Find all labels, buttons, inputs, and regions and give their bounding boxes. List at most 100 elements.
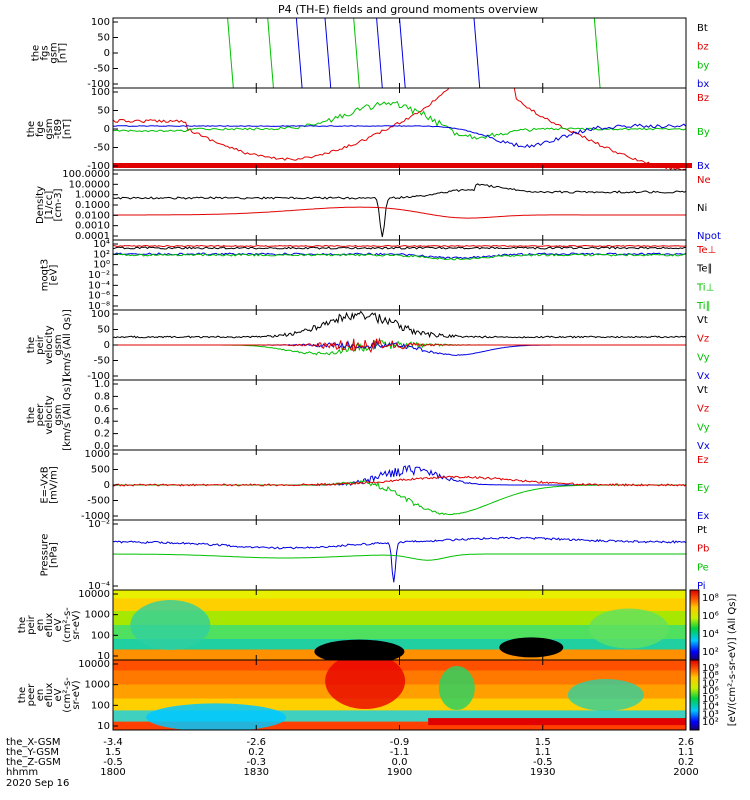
panel-5-plot-area — [113, 310, 686, 356]
y-tick-label: 1.0 — [94, 379, 110, 390]
y-axis-label-line: (cm²-s- — [62, 607, 73, 643]
panel-frame — [112, 239, 687, 311]
legend-entry-Vz: Vz — [697, 334, 709, 345]
spectro-blob — [325, 660, 406, 709]
legend-entry-Vx: Vx — [697, 441, 710, 452]
footer-value: -0.3 — [246, 757, 266, 768]
footer-row-label: hhmm — [6, 767, 38, 778]
panel-7: 1000 500 0 -500 -1000 E=-VxB[mV/m] Ez Ey Ex — [40, 449, 710, 522]
y-axis-label-line: E=-VxB — [40, 466, 51, 503]
y-tick-label: 10⁻⁸ — [88, 301, 110, 312]
panel-10-plot-area — [113, 660, 686, 730]
footer-row-label: the_Y-GSM — [6, 747, 59, 758]
panel-9: 10000 1000 100 10 thepeirenefluxeV(cm²-s-sr-… — [17, 589, 719, 662]
y-axis-label-line: Density — [35, 186, 46, 224]
y-tick-label: 500 — [91, 465, 110, 476]
footer: the_X-GSM -3.4 -2.6 -0.9 1.5 2.6 the_Y-GSM 1.5 0… — [6, 737, 699, 778]
footer-value: -1.1 — [390, 747, 410, 758]
spectro-band — [113, 598, 686, 612]
colorbar-tick: 10⁸ — [702, 671, 719, 682]
y-axis-label-line: eV — [53, 688, 64, 701]
y-tick-label: 10⁴ — [93, 239, 110, 250]
legend-entry-Te∥: Te∥ — [696, 264, 713, 275]
y-tick-label: -500 — [87, 496, 110, 507]
panel-8-plot-area — [113, 536, 686, 583]
y-axis-label-line: gsm — [53, 334, 64, 355]
y-tick-label: 10⁻⁴ — [88, 581, 110, 592]
panel-3: 100.000010.00001.00000.10000.01000.00100… — [35, 169, 721, 242]
y-axis-label-line: [nPa] — [49, 542, 60, 568]
bfield-trace — [473, 18, 481, 88]
panel-4-plot-area — [113, 244, 686, 261]
legend-entry-Bt: Bt — [697, 23, 708, 34]
colorbar-tick: 10⁵ — [702, 694, 719, 705]
footer-value: 1.5 — [105, 747, 121, 758]
legend-entry-Vy: Vy — [697, 352, 710, 363]
legend-entry-Pt: Pt — [697, 525, 707, 536]
y-axis-label-line: [km/s (All Qs)] — [62, 309, 73, 381]
legend-entry-Vy: Vy — [697, 422, 710, 433]
y-axis-label-line: gsm — [49, 42, 60, 63]
footer-value: -2.6 — [246, 737, 266, 748]
ni-trace — [113, 183, 686, 238]
y-axis-label-line: the — [17, 617, 28, 633]
bfield-trace — [324, 18, 332, 88]
y-tick-label: 100 — [91, 309, 110, 320]
y-tick-label: -50 — [94, 356, 110, 367]
y-axis-label-line: velocity — [44, 325, 55, 364]
panel-8: 10⁻² 10⁻⁴ Pressure[nPa] Pt Pb Pe Pi — [40, 519, 710, 592]
panel-7-plot-area — [113, 465, 686, 516]
legend-entry-Ti∥: Ti∥ — [696, 301, 711, 312]
y-axis-label-line: [mV/m] — [49, 466, 60, 504]
bfield-trace — [399, 18, 406, 88]
bfield-base-bar — [113, 163, 692, 168]
y-tick-label: 0.0100 — [75, 210, 110, 221]
y-tick-label: 100.0000 — [62, 169, 110, 180]
legend-entry-Ni: Ni — [697, 203, 707, 214]
colorbar-tick: 10⁹ — [702, 663, 719, 674]
legend-entry-Vz: Vz — [697, 404, 709, 415]
y-tick-label: 0 — [104, 480, 110, 491]
legend-entry-Ez: Ez — [697, 455, 709, 466]
footer-value: -0.5 — [103, 757, 123, 768]
vz-trace — [113, 337, 686, 354]
legend-entry-Ex: Ex — [697, 511, 709, 522]
legend-entry-by: by — [697, 60, 709, 71]
legend-entry-Ti⊥: Ti⊥ — [696, 282, 714, 293]
footer-row-label: the_Z-GSM — [6, 757, 61, 768]
footer-value: 0.0 — [392, 757, 408, 768]
legend-entry-bx: bx — [697, 79, 709, 90]
bz-trace — [113, 88, 686, 170]
y-axis-label-line: [km/s (All Qs)] — [62, 379, 73, 451]
ex-trace — [113, 465, 686, 487]
footer-value: -0.9 — [390, 737, 410, 748]
y-tick-label: 10000 — [78, 589, 110, 600]
ne-trace — [113, 206, 686, 219]
y-tick-label: 50 — [97, 106, 110, 117]
legend-entry-Npot: Npot — [697, 231, 721, 242]
colorbar-tick: 10² — [702, 647, 719, 658]
colorbar-tick: 10⁷ — [702, 678, 719, 689]
bfield-trace — [353, 18, 360, 88]
y-tick-label: 0.4 — [94, 416, 110, 427]
legend-entry-Vt: Vt — [697, 315, 708, 326]
spectro-blob — [588, 608, 669, 649]
y-tick-label: 0.8 — [94, 391, 110, 402]
y-tick-label: 10000 — [78, 659, 110, 670]
y-axis-label-line: [1/cc] — [44, 191, 55, 220]
y-tick-label: 0 — [104, 48, 110, 59]
footer-value: -3.4 — [103, 737, 123, 748]
panel-2-plot-area — [113, 88, 686, 170]
footer-value: 1930 — [530, 767, 555, 778]
y-tick-label: 100 — [91, 630, 110, 641]
y-axis-label-line: [nT] — [62, 119, 73, 139]
y-tick-label: 0 — [104, 124, 110, 135]
pe-trace — [113, 553, 686, 561]
legend-entry-Pe: Pe — [697, 562, 709, 573]
legend-entry-Bx: Bx — [697, 161, 710, 172]
y-axis-label-line: sr-eV) — [71, 610, 82, 639]
footer-value: 1900 — [387, 767, 412, 778]
colorbar — [689, 589, 700, 661]
y-axis-label-line: [eV] — [49, 265, 60, 286]
